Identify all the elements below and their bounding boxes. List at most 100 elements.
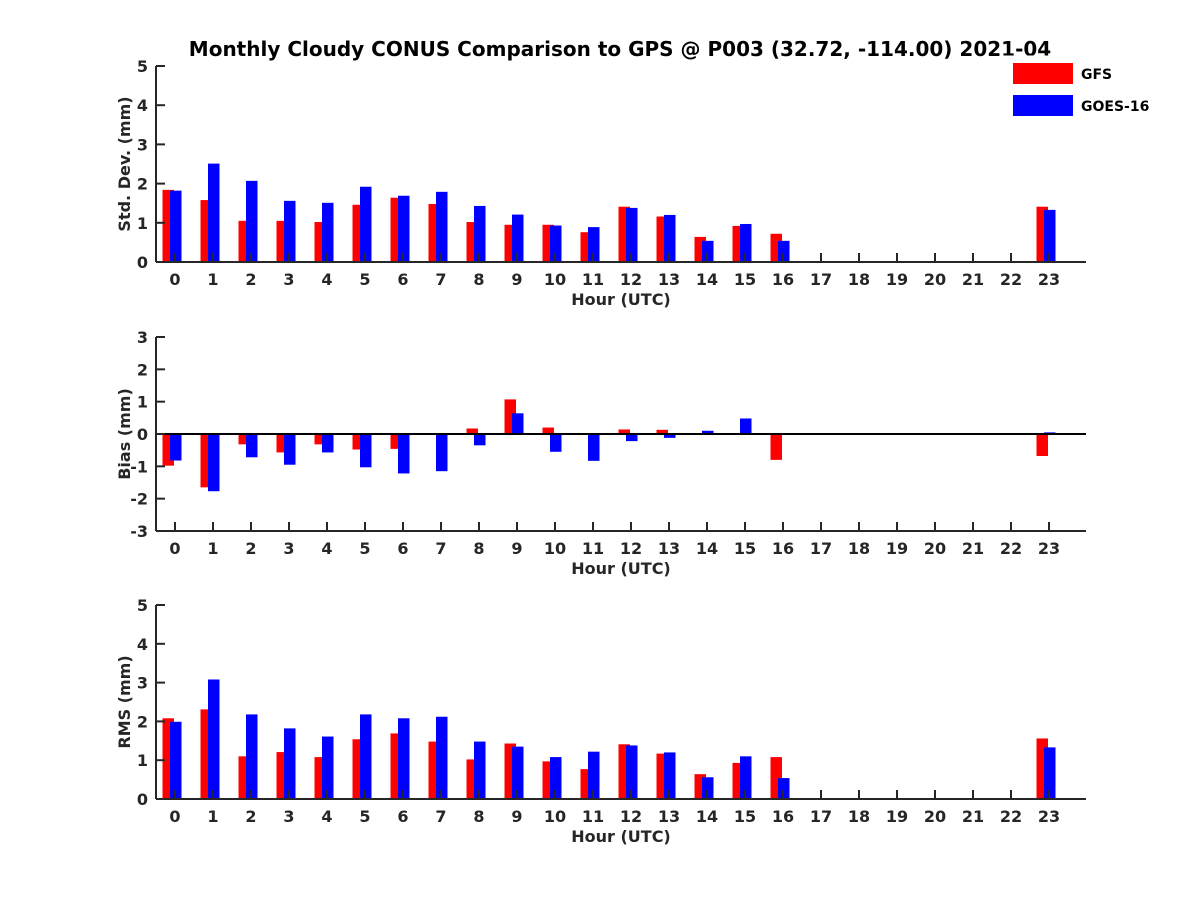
std-dev-x-tick-label: 0: [169, 270, 180, 289]
bar-std-dev-gfs-hour-4: [314, 222, 326, 262]
bias-x-tick-label: 15: [734, 539, 756, 558]
bar-rms-gfs-hour-12: [618, 744, 630, 799]
std-dev-x-tick-label: 5: [359, 270, 370, 289]
bar-rms-goes16-hour-9: [512, 746, 524, 799]
bar-bias-goes16-hour-12: [626, 434, 638, 442]
rms-y-tick-label: 2: [137, 712, 148, 731]
bar-rms-gfs-hour-4: [314, 757, 326, 799]
bar-bias-gfs-hour-1: [200, 434, 212, 488]
bias-x-tick-label: 5: [359, 539, 370, 558]
bias-x-tick-label: 0: [169, 539, 180, 558]
rms-x-tick-label: 20: [924, 807, 946, 826]
bar-std-dev-gfs-hour-7: [428, 203, 440, 262]
bar-rms-gfs-hour-15: [732, 762, 744, 799]
rms-y-tick-label: 3: [137, 674, 148, 693]
bar-std-dev-goes16-hour-8: [474, 205, 486, 262]
bar-bias-goes16-hour-2: [246, 434, 258, 458]
bias-x-tick-label: 20: [924, 539, 946, 558]
bar-rms-goes16-hour-11: [588, 751, 600, 799]
bias-y-axis-label: Bias (mm): [115, 388, 134, 480]
bar-std-dev-goes16-hour-0: [170, 190, 182, 262]
bar-rms-gfs-hour-11: [580, 769, 592, 799]
bar-rms-goes16-hour-0: [170, 721, 182, 799]
bar-std-dev-goes16-hour-11: [588, 227, 600, 262]
std-dev-y-tick-label: 3: [137, 135, 148, 154]
legend-swatch-goes16: [1013, 95, 1073, 116]
bar-std-dev-goes16-hour-9: [512, 214, 524, 262]
bar-std-dev-goes16-hour-16: [778, 240, 790, 262]
bar-rms-goes16-hour-4: [322, 736, 334, 799]
rms-x-tick-label: 4: [321, 807, 332, 826]
bar-bias-goes16-hour-11: [588, 434, 600, 461]
bias-y-tick-label: -2: [130, 490, 148, 509]
std-dev-x-tick-label: 9: [511, 270, 522, 289]
bias-x-tick-label: 2: [245, 539, 256, 558]
bar-rms-goes16-hour-23: [1044, 747, 1056, 799]
bar-rms-gfs-hour-23: [1036, 738, 1048, 799]
bar-bias-goes16-hour-9: [512, 413, 524, 434]
std-dev-x-tick-label: 6: [397, 270, 408, 289]
bar-std-dev-gfs-hour-16: [770, 233, 782, 262]
bar-rms-goes16-hour-10: [550, 757, 562, 799]
bar-rms-gfs-hour-2: [238, 756, 250, 799]
bar-std-dev-gfs-hour-3: [276, 220, 288, 262]
bias-x-tick-label: 23: [1038, 539, 1060, 558]
std-dev-x-tick-label: 14: [696, 270, 718, 289]
bias-x-tick-label: 4: [321, 539, 332, 558]
bias-y-tick-label: 1: [137, 393, 148, 412]
bar-bias-goes16-hour-13: [664, 434, 676, 438]
bar-std-dev-goes16-hour-4: [322, 202, 334, 262]
bar-std-dev-gfs-hour-5: [352, 204, 364, 262]
rms-y-tick-label: 0: [137, 790, 148, 809]
bar-bias-goes16-hour-15: [740, 418, 752, 434]
rms-x-tick-label: 6: [397, 807, 408, 826]
std-dev-x-tick-label: 22: [1000, 270, 1022, 289]
std-dev-x-tick-label: 11: [582, 270, 604, 289]
bar-rms-goes16-hour-14: [702, 777, 714, 799]
bar-bias-gfs-hour-3: [276, 434, 288, 453]
rms-x-tick-label: 8: [473, 807, 484, 826]
bar-bias-gfs-hour-10: [542, 427, 554, 434]
bias-x-tick-label: 9: [511, 539, 522, 558]
bias-x-tick-label: 22: [1000, 539, 1022, 558]
bar-bias-gfs-hour-12: [618, 429, 630, 434]
std-dev-y-axis-label: Std. Dev. (mm): [115, 96, 134, 231]
std-dev-x-tick-label: 17: [810, 270, 832, 289]
bar-bias-gfs-hour-16: [770, 434, 782, 460]
rms-x-tick-label: 22: [1000, 807, 1022, 826]
rms-x-tick-label: 17: [810, 807, 832, 826]
std-dev-y-tick-label: 5: [137, 57, 148, 76]
rms-x-tick-label: 15: [734, 807, 756, 826]
bar-std-dev-goes16-hour-23: [1044, 209, 1056, 262]
bar-rms-goes16-hour-13: [664, 752, 676, 799]
rms-y-axis-label: RMS (mm): [115, 655, 134, 748]
std-dev-x-tick-label: 16: [772, 270, 794, 289]
rms-x-tick-label: 2: [245, 807, 256, 826]
bar-std-dev-gfs-hour-14: [694, 236, 706, 262]
legend: GFS GOES-16: [999, 55, 1173, 125]
std-dev-x-axis-label: Hour (UTC): [571, 290, 671, 309]
bar-rms-gfs-hour-7: [428, 741, 440, 799]
bar-bias-gfs-hour-8: [466, 428, 478, 434]
bias-x-tick-label: 19: [886, 539, 908, 558]
bar-rms-gfs-hour-10: [542, 761, 554, 799]
std-dev-x-tick-label: 7: [435, 270, 446, 289]
bar-rms-gfs-hour-9: [504, 743, 516, 799]
bar-std-dev-goes16-hour-7: [436, 191, 448, 262]
bar-rms-gfs-hour-3: [276, 752, 288, 799]
bar-std-dev-gfs-hour-9: [504, 224, 516, 262]
std-dev-x-tick-label: 13: [658, 270, 680, 289]
bar-std-dev-gfs-hour-0: [162, 189, 174, 262]
std-dev-x-tick-label: 12: [620, 270, 642, 289]
bar-bias-gfs-hour-9: [504, 399, 516, 434]
std-dev-x-tick-label: 18: [848, 270, 870, 289]
bar-bias-goes16-hour-1: [208, 434, 220, 492]
std-dev-y-tick-label: 4: [137, 96, 148, 115]
bar-std-dev-goes16-hour-1: [208, 163, 220, 262]
bar-std-dev-goes16-hour-10: [550, 225, 562, 262]
bar-bias-goes16-hour-0: [170, 434, 182, 461]
bar-std-dev-gfs-hour-1: [200, 200, 212, 262]
rms-y-tick-label: 5: [137, 596, 148, 615]
bar-std-dev-gfs-hour-11: [580, 232, 592, 262]
